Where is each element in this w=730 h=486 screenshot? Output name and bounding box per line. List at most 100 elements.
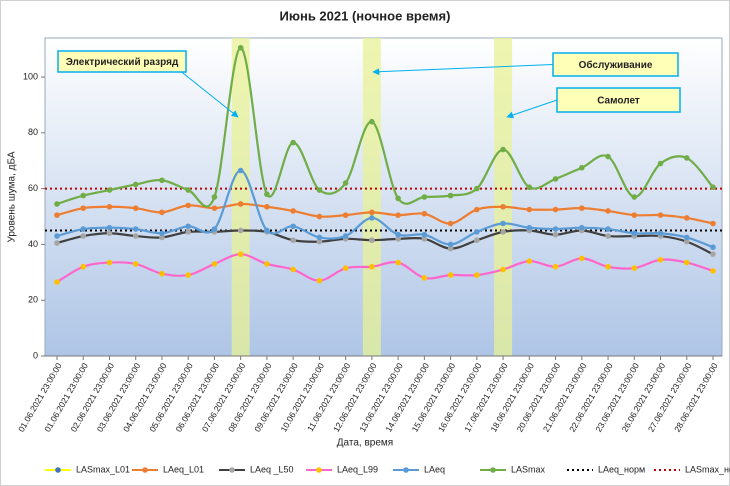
annotation-box: [556, 87, 681, 113]
series-marker: [421, 275, 428, 281]
legend-label: LAeq_L99: [337, 464, 378, 474]
series-marker: [500, 220, 506, 227]
series-marker: [264, 261, 270, 267]
series-marker: [237, 251, 244, 257]
legend-label: LAeq: [424, 464, 445, 474]
series-marker: [237, 227, 244, 234]
series-marker: [185, 272, 191, 278]
series-marker: [159, 177, 165, 184]
series-marker: [447, 245, 454, 252]
series-marker: [369, 215, 375, 221]
series-marker: [474, 272, 480, 278]
series-marker: [579, 164, 585, 171]
series-marker: [447, 241, 454, 248]
series-marker: [474, 237, 480, 244]
series-marker: [54, 233, 60, 239]
series-marker: [316, 187, 323, 193]
series-marker: [290, 223, 296, 230]
legend-marker: [142, 467, 148, 473]
series-marker: [526, 258, 533, 264]
series-marker: [710, 184, 716, 191]
series-marker: [526, 184, 533, 191]
series-marker: [185, 229, 191, 235]
series-marker: [369, 263, 375, 270]
series-marker: [342, 212, 349, 218]
series-marker: [290, 139, 296, 146]
legend-marker: [490, 467, 496, 473]
series-marker: [710, 244, 716, 251]
series-marker: [342, 265, 349, 271]
series-marker: [237, 167, 244, 174]
series-marker: [132, 233, 139, 239]
series-marker: [474, 229, 480, 235]
series-marker: [316, 234, 323, 241]
legend-marker: [403, 467, 409, 473]
highlight-band: [494, 38, 513, 356]
series-marker: [80, 192, 87, 199]
y-tick-label: 0: [33, 350, 38, 360]
series-marker: [264, 227, 270, 234]
series-marker: [474, 185, 480, 192]
series-marker: [106, 230, 113, 237]
series-marker: [395, 231, 401, 238]
series-marker: [526, 206, 533, 213]
series-marker: [421, 236, 428, 242]
series-marker: [710, 251, 716, 257]
series-marker: [447, 192, 454, 199]
series-marker: [683, 155, 690, 161]
series-marker: [159, 270, 165, 277]
series-marker: [579, 224, 585, 231]
series-marker: [316, 238, 323, 245]
legend-label: LASmax_норм: [685, 464, 730, 474]
legend-marker: [55, 467, 61, 473]
series-marker: [211, 194, 218, 200]
series-marker: [683, 238, 690, 245]
series-marker: [552, 231, 559, 238]
annotation-box: [57, 50, 187, 73]
series-marker: [395, 236, 401, 242]
series-marker: [106, 203, 113, 210]
series-marker: [421, 194, 428, 200]
series-marker: [185, 202, 191, 209]
y-tick-label: 100: [23, 71, 38, 81]
series-marker: [211, 205, 218, 211]
series-marker: [237, 44, 244, 51]
series-marker: [159, 209, 165, 216]
y-axis-label: Уровень шума, дБА: [7, 151, 18, 242]
series-marker: [657, 256, 664, 263]
legend-label: LAeq_L01: [163, 464, 204, 474]
series-marker: [185, 223, 191, 230]
series-marker: [500, 229, 506, 235]
legend-label: LAeq _L50: [250, 464, 294, 474]
series-marker: [54, 201, 60, 207]
series-marker: [683, 259, 690, 266]
y-tick-label: 60: [28, 183, 38, 193]
chart-title: Июнь 2021 (ночное время): [280, 8, 451, 23]
series-line: [56, 169, 714, 249]
series-marker: [421, 231, 428, 238]
series-marker: [500, 203, 506, 210]
annotation-text: Электрический разряд: [66, 57, 179, 68]
y-tick-label: 20: [28, 295, 38, 305]
legend-label: LASmax_L01: [76, 464, 130, 474]
legend-label: LAeq_норм: [598, 464, 645, 474]
series-marker: [264, 191, 270, 198]
series-marker: [159, 234, 165, 241]
series-marker: [132, 181, 139, 188]
series-marker: [605, 233, 611, 239]
series-marker: [316, 213, 323, 220]
series-marker: [421, 210, 428, 217]
annotation-arrow: [372, 64, 554, 76]
series-marker: [631, 265, 638, 271]
series-marker: [342, 180, 349, 186]
series-marker: [264, 203, 270, 210]
series-marker: [631, 212, 638, 218]
series-marker: [54, 212, 60, 218]
series-marker: [395, 212, 401, 218]
series-marker: [500, 266, 506, 273]
series-marker: [552, 206, 559, 213]
series-marker: [106, 259, 113, 266]
annotation-arrow: [180, 71, 239, 118]
series-marker: [605, 153, 611, 160]
